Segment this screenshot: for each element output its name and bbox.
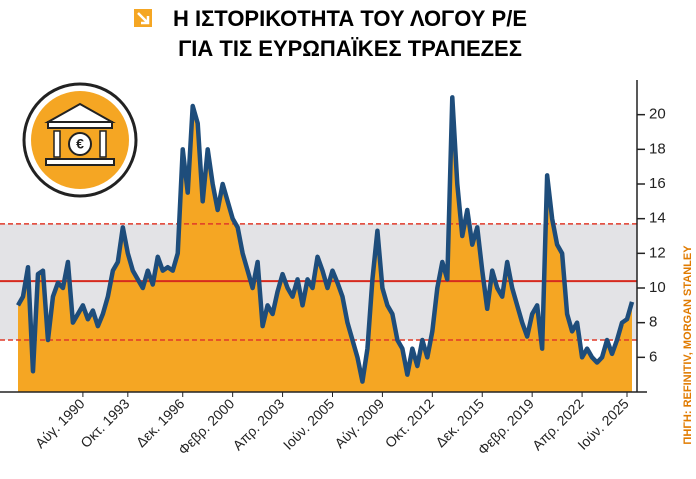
svg-text:€: € bbox=[76, 136, 84, 152]
y-tick-label: 14 bbox=[649, 210, 666, 227]
area bbox=[18, 97, 632, 392]
y-tick-label: 18 bbox=[649, 140, 666, 157]
y-tick-label: 10 bbox=[649, 279, 666, 296]
title-arrow bbox=[137, 12, 150, 25]
x-tick-label: Οκτ. 2012 bbox=[382, 395, 438, 451]
x-tick-label: Απρ. 2003 bbox=[229, 395, 287, 453]
y-tick-label: 8 bbox=[649, 314, 657, 331]
x-tick-label: Οκτ. 1993 bbox=[77, 395, 133, 451]
x-tick-label: Ιούν. 2005 bbox=[280, 395, 338, 453]
y-tick-label: 16 bbox=[649, 175, 666, 192]
y-tick-label: 12 bbox=[649, 244, 666, 261]
x-tick-label: Αύγ. 2009 bbox=[331, 395, 387, 451]
chart-title: ΓΙΑ ΤΙΣ ΕΥΡΩΠΑΪΚΕΣ ΤΡΑΠΕΖΕΣ bbox=[178, 36, 522, 61]
logo: € bbox=[22, 82, 138, 198]
source: ΠΗΓΗ: REFINITIV, MORGAN STANLEY bbox=[682, 245, 694, 445]
line bbox=[16, 95, 635, 384]
y-tick-label: 20 bbox=[649, 106, 666, 123]
chart-title: Η ΙΣΤΟΡΙΚΟΤΗΤΑ ΤΟΥ ΛΟΓΟΥ P/E bbox=[173, 6, 527, 31]
y-tick-label: 6 bbox=[649, 348, 657, 365]
